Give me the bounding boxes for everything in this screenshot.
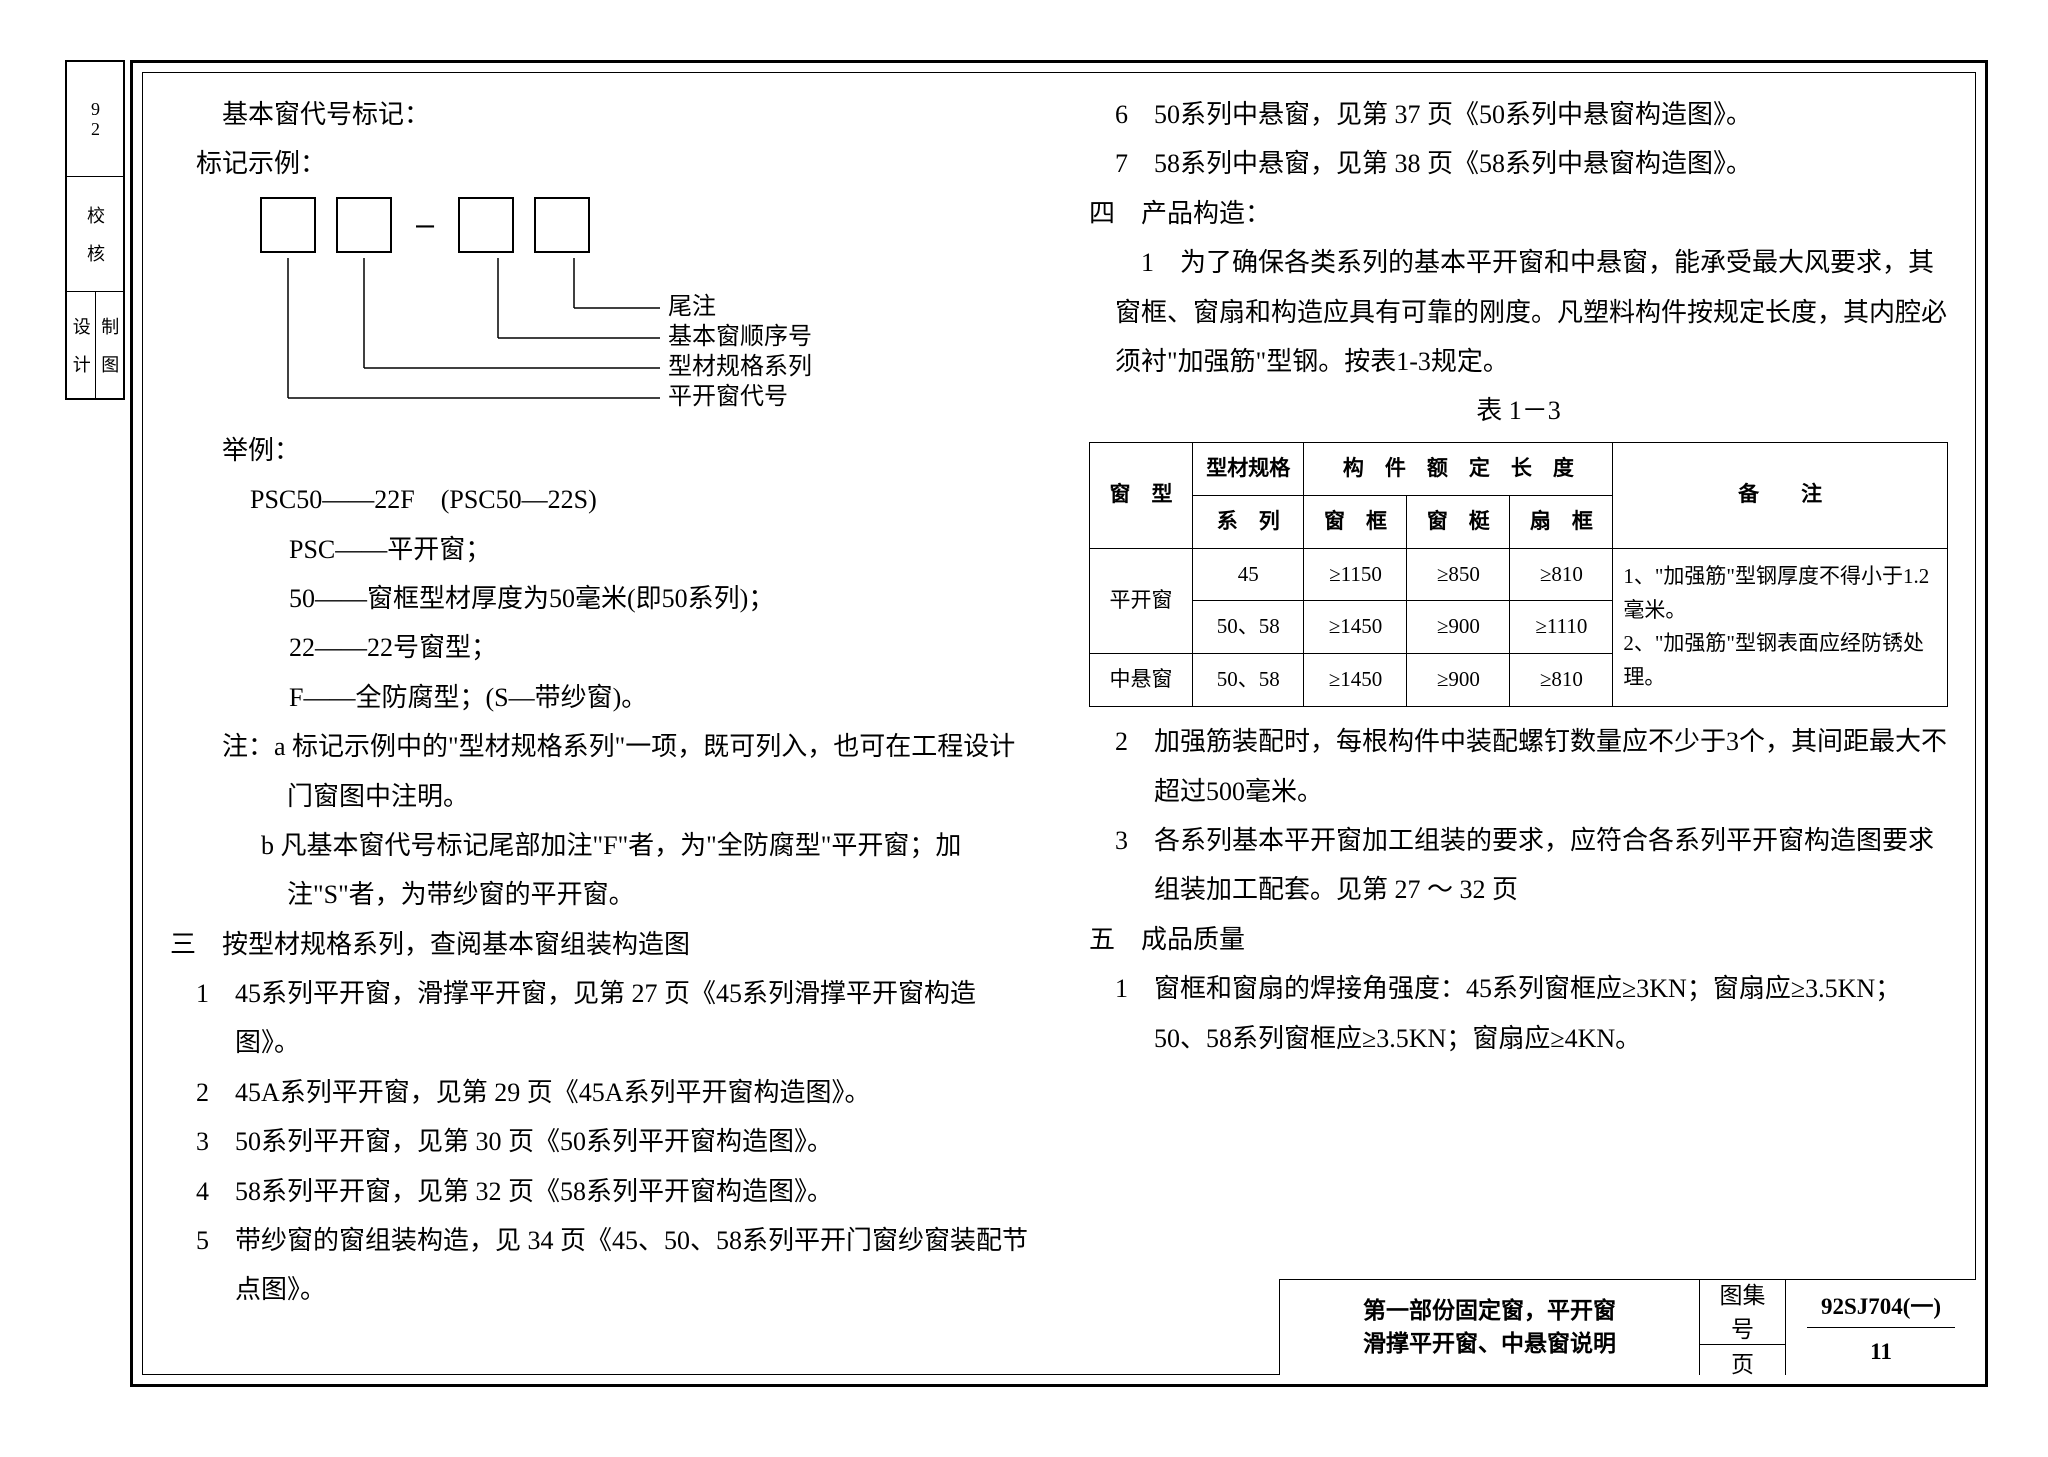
code-box-2 — [336, 197, 392, 253]
td-s-0: 45 — [1192, 548, 1304, 601]
bracket-diagram: 尾注 基本窗顺序号 型材规格系列 平开窗代号 — [230, 258, 850, 418]
document-page: 92 校 核 设 计 制 图 基本窗代号标记： 标记示例： — — [0, 0, 2048, 1457]
ex-line-1: PSC50——22F (PSC50—22S) — [250, 475, 1029, 524]
side-cell-br: 制 图 — [96, 292, 124, 398]
section-3: 三 按型材规格系列，查阅基本窗组装构造图 — [170, 920, 1029, 969]
td-c-1: ≥1110 — [1510, 601, 1613, 654]
code-box-3 — [458, 197, 514, 253]
heading-code: 基本窗代号标记： — [170, 90, 1029, 139]
label-page: 页 — [1717, 1345, 1768, 1379]
note-a: 注：a 标记示例中的"型材规格系列"一项，既可列入，也可在工程设计门窗图中注明。 — [222, 722, 1029, 821]
item-3-3: 3 50系列平开窗，见第 30 页《50系列平开窗构造图》。 — [170, 1117, 1029, 1166]
title-line-1: 第一部份固定窗，平开窗 — [1363, 1295, 1616, 1327]
item-3-7: 7 58系列中悬窗，见第 38 页《58系列中悬窗构造图》。 — [1089, 139, 1948, 188]
th-memberlen: 构 件 额 定 长 度 — [1304, 442, 1613, 495]
ex-line-3: 50——窗框型材厚度为50毫米(即50系列)； — [250, 574, 1029, 623]
section-5: 五 成品质量 — [1089, 915, 1948, 964]
val-set: 92SJ704(一) — [1807, 1280, 1955, 1328]
td-a-1: ≥1450 — [1304, 601, 1407, 654]
title-labels: 图集号 页 — [1700, 1280, 1786, 1375]
td-b-0: ≥850 — [1407, 548, 1510, 601]
td-type-2: 中悬窗 — [1090, 654, 1193, 707]
example-definitions: PSC50——22F (PSC50—22S) PSC——平开窗； 50——窗框型… — [250, 475, 1029, 722]
td-c-2: ≥810 — [1510, 654, 1613, 707]
side-cell-mid: 校 核 — [67, 177, 123, 292]
code-diagram: — 尾注 基本窗顺序号 — [230, 197, 1029, 418]
label-set: 图集号 — [1700, 1276, 1785, 1345]
bracket-label-1: 尾注 — [668, 292, 716, 320]
td-b-1: ≥900 — [1407, 601, 1510, 654]
title-main: 第一部份固定窗，平开窗 滑撑平开窗、中悬窗说明 — [1280, 1280, 1700, 1375]
ex-line-2: PSC——平开窗； — [250, 525, 1029, 574]
td-b-2: ≥900 — [1407, 654, 1510, 707]
remark-1: 1、"加强筋"型钢厚度不得小于1.2毫米。 — [1623, 560, 1937, 627]
side-cell-top: 92 — [67, 62, 123, 177]
td-c-0: ≥810 — [1510, 548, 1613, 601]
para-4-1: 1 为了确保各类系列的基本平开窗和中悬窗，能承受最大风要求，其窗框、窗扇和构造应… — [1089, 238, 1948, 386]
td-a-0: ≥1150 — [1304, 548, 1407, 601]
code-box-4 — [534, 197, 590, 253]
item-3-5: 5 带纱窗的窗组装构造，见 34 页《45、50、58系列平开门窗纱窗装配节点图… — [170, 1216, 1029, 1315]
bracket-label-2: 基本窗顺序号 — [668, 322, 812, 350]
th-c3: 扇 框 — [1510, 495, 1613, 548]
para-5-1: 1 窗框和窗扇的焊接角强度：45系列窗框应≥3KN；窗扇应≥3.5KN；50、5… — [1089, 964, 1948, 1063]
td-s-2: 50、58 — [1192, 654, 1304, 707]
th-remark: 备 注 — [1613, 442, 1948, 548]
th-wintype: 窗 型 — [1090, 442, 1193, 548]
side-tab: 92 校 核 设 计 制 图 — [65, 60, 125, 400]
code-dash: — — [412, 197, 438, 254]
content-area: 基本窗代号标记： 标记示例： — — [170, 90, 1948, 1357]
para-4-3: 3 各系列基本平开窗加工组装的要求，应符合各系列平开窗构造图要求组装加工配套。见… — [1089, 816, 1948, 915]
th-c2: 窗 梃 — [1407, 495, 1510, 548]
title-values: 92SJ704(一) 11 — [1786, 1280, 1976, 1375]
table-1-3: 窗 型 型材规格 构 件 额 定 长 度 备 注 系 列 窗 框 窗 梃 扇 框… — [1089, 442, 1948, 707]
td-s-1: 50、58 — [1192, 601, 1304, 654]
side-cell-bottom: 设 计 制 图 — [67, 292, 123, 398]
ex-line-4: 22——22号窗型； — [250, 623, 1029, 672]
td-type-0: 平开窗 — [1090, 548, 1193, 654]
item-3-6: 6 50系列中悬窗，见第 37 页《50系列中悬窗构造图》。 — [1089, 90, 1948, 139]
example-label: 举例： — [170, 426, 1029, 475]
left-column: 基本窗代号标记： 标记示例： — — [170, 90, 1029, 1357]
title-block: 第一部份固定窗，平开窗 滑撑平开窗、中悬窗说明 图集号 页 92SJ704(一)… — [1279, 1279, 1976, 1375]
title-line-2: 滑撑平开窗、中悬窗说明 — [1363, 1328, 1616, 1360]
side-cell-bl: 设 计 — [67, 292, 96, 398]
para-4-2: 2 加强筋装配时，每根构件中装配螺钉数量应不少于3个，其间距最大不超过500毫米… — [1089, 717, 1948, 816]
section-4: 四 产品构造： — [1089, 189, 1948, 238]
right-column: 6 50系列中悬窗，见第 37 页《50系列中悬窗构造图》。 7 58系列中悬窗… — [1089, 90, 1948, 1357]
th-spec: 型材规格 — [1192, 442, 1304, 495]
table-caption: 表 1－3 — [1089, 386, 1948, 435]
th-c1: 窗 框 — [1304, 495, 1407, 548]
item-3-4: 4 58系列平开窗，见第 32 页《58系列平开窗构造图》。 — [170, 1167, 1029, 1216]
heading-example: 标记示例： — [170, 139, 1029, 188]
th-series: 系 列 — [1192, 495, 1304, 548]
code-box-1 — [260, 197, 316, 253]
note-b: b 凡基本窗代号标记尾部加注"F"者，为"全防腐型"平开窗；加注"S"者，为带纱… — [170, 821, 1029, 920]
item-3-1: 1 45系列平开窗，滑撑平开窗，见第 27 页《45系列滑撑平开窗构造图》。 — [170, 969, 1029, 1068]
remark-2: 2、"加强筋"型钢表面应经防锈处理。 — [1623, 627, 1937, 694]
bracket-label-3: 型材规格系列 — [668, 352, 812, 380]
td-remark: 1、"加强筋"型钢厚度不得小于1.2毫米。 2、"加强筋"型钢表面应经防锈处理。 — [1613, 548, 1948, 707]
bracket-label-4: 平开窗代号 — [668, 382, 788, 410]
ex-line-5: F——全防腐型；(S—带纱窗)。 — [250, 673, 1029, 722]
val-page: 11 — [1856, 1328, 1906, 1375]
item-3-2: 2 45A系列平开窗，见第 29 页《45A系列平开窗构造图》。 — [170, 1068, 1029, 1117]
td-a-2: ≥1450 — [1304, 654, 1407, 707]
